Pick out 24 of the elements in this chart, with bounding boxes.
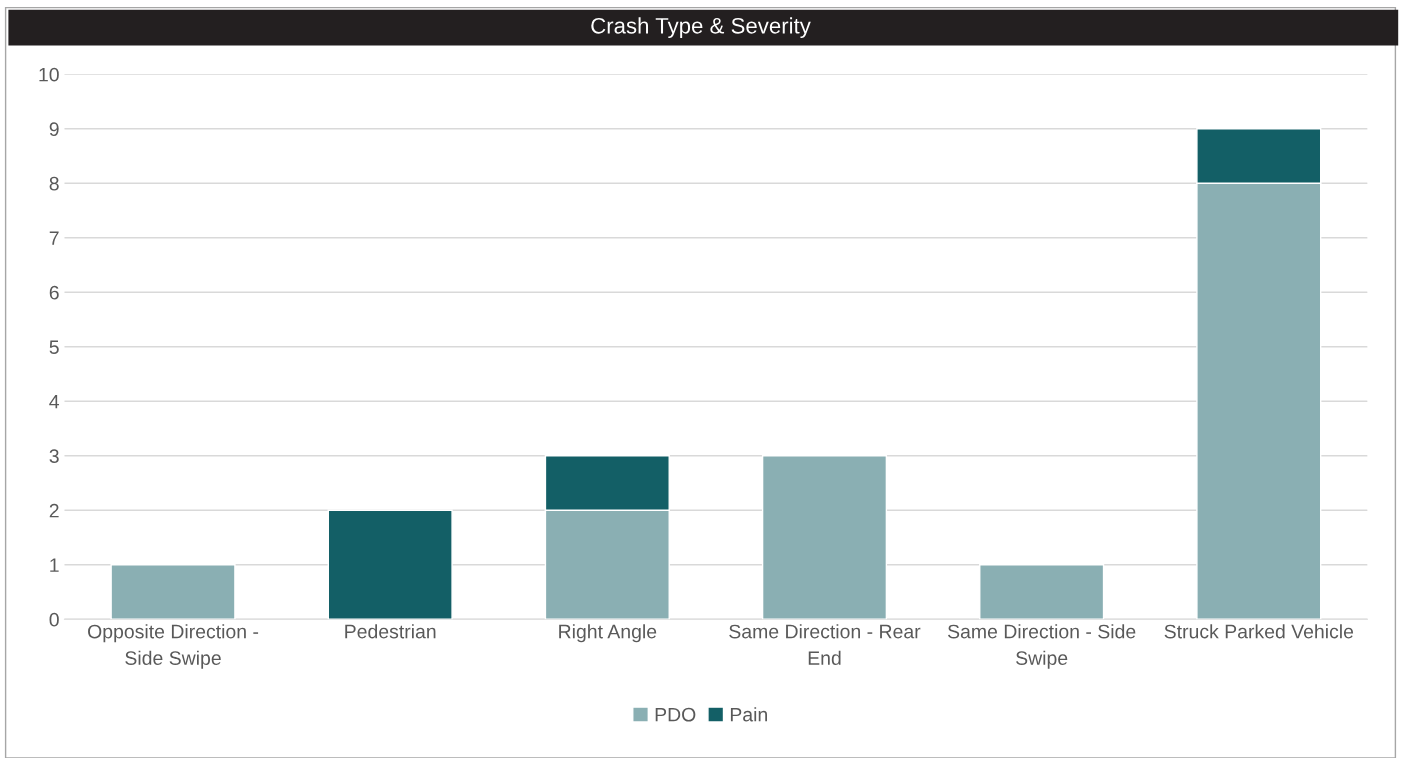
y-tick-label: 6	[49, 285, 59, 300]
chart-title: Crash Type & Severity	[591, 17, 811, 39]
y-tick-label: 9	[49, 122, 59, 137]
y-tick-label: 10	[39, 67, 59, 82]
x-tick-label: Right Angle	[559, 624, 657, 643]
bar	[761, 455, 888, 620]
y-tick-label: 5	[49, 340, 59, 355]
x-tick-label: Struck Parked Vehicle	[1164, 624, 1354, 639]
bar	[327, 509, 453, 620]
y-tick-label: 1	[50, 558, 59, 572]
legend-label: Pain	[730, 707, 767, 722]
y-tick-label: 7	[49, 231, 59, 245]
x-tick-label: Opposite Direction - Side Swipe	[88, 624, 259, 669]
legend-label: PDO	[655, 707, 696, 722]
x-tick-label: Same Direction - Rear End	[729, 624, 921, 666]
y-tick-label: 0	[49, 612, 59, 627]
y-tick-label: 2	[49, 503, 59, 518]
y-tick-label: 8	[49, 176, 59, 191]
x-tick-label: Same Direction - Side Swipe	[947, 624, 1136, 669]
x-tick-label: Pedestrian	[345, 624, 436, 639]
y-tick-label: 4	[49, 394, 60, 409]
y-tick-label: 3	[49, 449, 59, 464]
bar	[979, 564, 1105, 620]
bar	[110, 564, 236, 620]
